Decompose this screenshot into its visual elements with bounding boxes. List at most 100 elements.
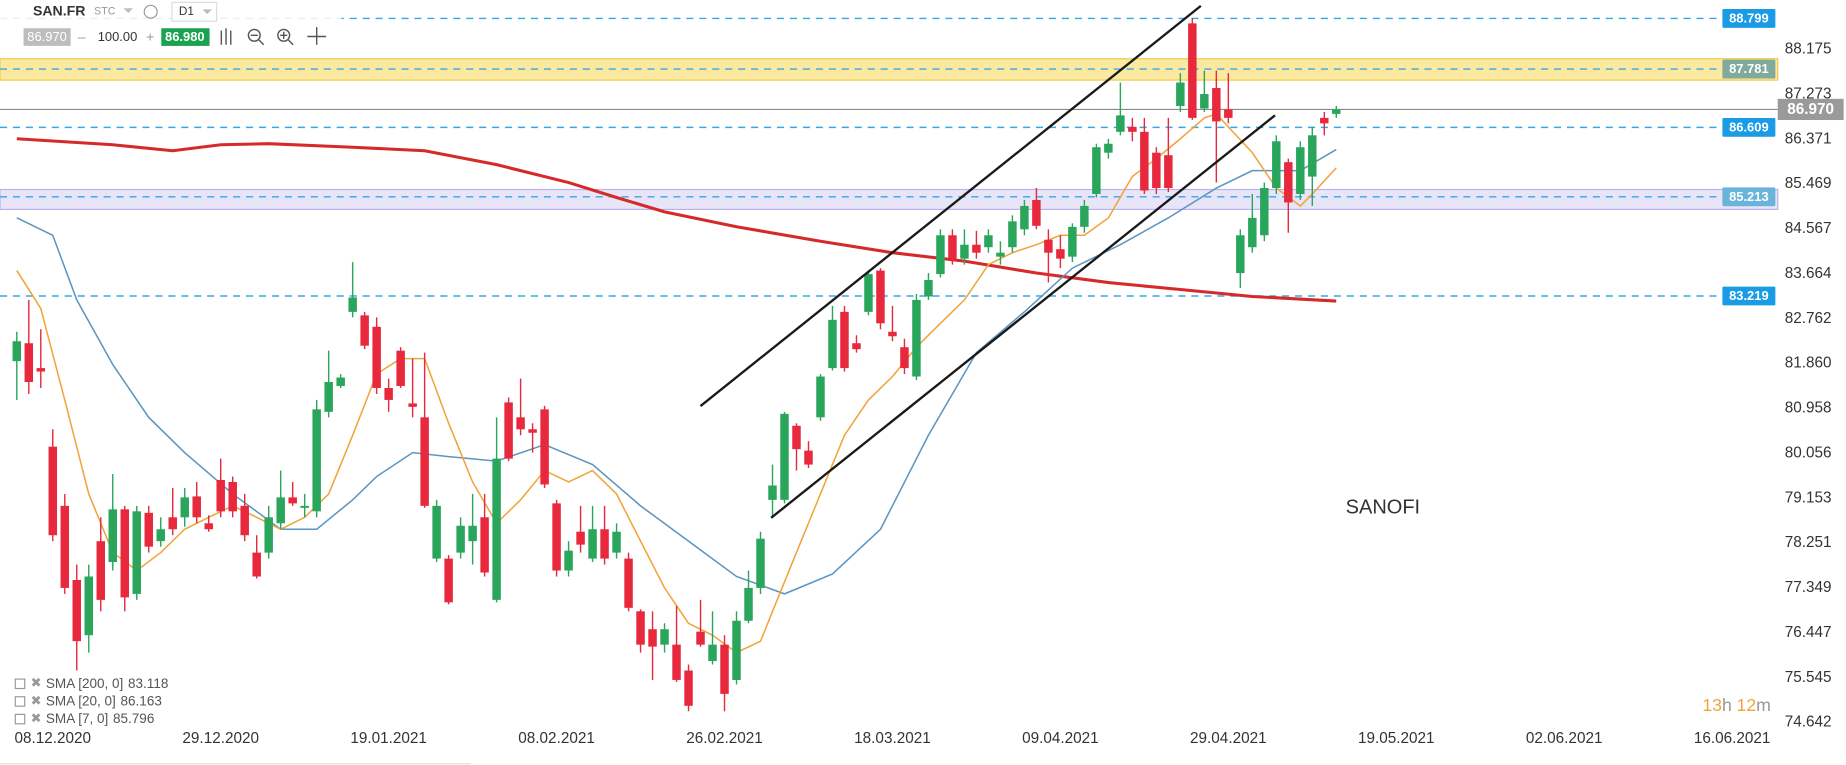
candle-body <box>624 558 633 608</box>
level-label-box <box>1722 286 1776 306</box>
candles-icon[interactable] <box>220 28 232 45</box>
candle-body <box>204 523 213 530</box>
timer: 13h 12m <box>1702 695 1770 715</box>
candle-body <box>72 579 82 642</box>
instrument-type[interactable]: STC <box>94 6 116 18</box>
candle-body <box>660 629 669 645</box>
candle-body <box>588 529 597 559</box>
candle-body <box>864 274 873 312</box>
candle-body <box>1272 141 1281 189</box>
info-icon[interactable] <box>143 4 158 19</box>
tool-icons[interactable] <box>220 27 327 46</box>
zoom-out-icon[interactable] <box>247 28 261 42</box>
candle-body <box>804 450 813 465</box>
candle-body <box>780 413 789 500</box>
candle-body <box>348 297 357 312</box>
level-label-box <box>1722 9 1776 28</box>
candle-body <box>84 576 94 636</box>
candle-body <box>708 644 717 662</box>
ask[interactable]: 86.980 <box>165 29 205 44</box>
timeframe[interactable]: D1 <box>179 5 194 18</box>
candle-body <box>552 503 561 571</box>
candle-body <box>48 446 58 536</box>
timeframe-box[interactable] <box>171 1 218 22</box>
zoom-in-icon[interactable] <box>277 28 291 42</box>
candle-body <box>1332 109 1341 114</box>
candle-body <box>1248 217 1257 248</box>
candle-body <box>876 270 885 324</box>
x-tick-label: 09.04.2021 <box>1022 730 1099 747</box>
y-tick-label: 86.371 <box>1785 130 1832 147</box>
candle-body <box>852 343 861 350</box>
volume[interactable]: 100.00 <box>98 29 138 44</box>
candle-body <box>1176 82 1185 106</box>
candle-body <box>216 479 225 512</box>
candle-body <box>120 509 129 598</box>
candle-body <box>972 244 981 253</box>
candle-body <box>600 529 609 559</box>
plus[interactable]: + <box>146 28 154 44</box>
levels: 88.799 87.781 86.609 85.213 83.219 <box>0 9 1778 306</box>
candle-body <box>1104 143 1113 153</box>
bid[interactable]: 86.970 <box>27 29 67 44</box>
candle-body <box>492 458 501 600</box>
x-tick-label: 08.02.2021 <box>518 730 595 747</box>
candle-body <box>636 611 645 645</box>
level-label: 86.609 <box>1729 119 1769 134</box>
candle-body <box>336 377 345 386</box>
candle-body <box>948 235 957 259</box>
candle-body <box>516 417 525 430</box>
candle-body <box>96 541 105 600</box>
candle-body <box>1212 88 1221 122</box>
candle-body <box>156 529 165 542</box>
legend-entry: SMA [200, 0] 83.118 <box>46 675 168 690</box>
legend-remove: ✖ <box>31 693 42 708</box>
x-tick-label: 19.05.2021 <box>1358 730 1435 747</box>
zoom-in-glyph <box>280 31 294 46</box>
y-tick-label: 80.958 <box>1785 400 1832 417</box>
candle-body <box>684 670 693 706</box>
candle-body <box>1068 226 1077 257</box>
candle-body <box>1092 147 1101 194</box>
y-tick-label: 75.545 <box>1785 669 1832 686</box>
candle-body <box>756 538 765 588</box>
ask-box[interactable] <box>161 28 210 46</box>
level-label: 85.213 <box>1729 189 1769 204</box>
y-tick-label: 84.567 <box>1785 220 1832 237</box>
move-icon[interactable] <box>307 27 327 45</box>
candle-body <box>1044 239 1053 253</box>
candle-body <box>696 631 705 645</box>
y-tick-label: 85.469 <box>1785 175 1832 192</box>
candle-body <box>108 509 117 563</box>
symbol: SAN.FR <box>33 3 86 19</box>
candle-body <box>1200 94 1209 109</box>
y-tick-label: 80.056 <box>1785 444 1832 461</box>
bid-box[interactable] <box>23 28 71 46</box>
candle-body <box>1284 162 1293 203</box>
sma-line <box>16 137 1337 303</box>
candle-body <box>1164 155 1173 189</box>
candle-body <box>1020 205 1029 230</box>
dropdown-arrow[interactable] <box>123 8 134 13</box>
level-label-box <box>1722 59 1776 79</box>
candle-body <box>1308 135 1317 177</box>
level-label-box <box>1722 187 1776 207</box>
dropdown-arrow[interactable] <box>202 9 212 15</box>
candle-body <box>996 252 1005 257</box>
candle-body <box>324 382 333 412</box>
candle-body <box>408 403 417 407</box>
candles <box>12 17 1341 712</box>
x-tick-label: 18.03.2021 <box>854 730 931 747</box>
candle-body <box>300 505 309 508</box>
candle-body <box>468 525 477 542</box>
x-tick-label: 08.12.2020 <box>14 730 91 747</box>
candle-body <box>504 402 513 459</box>
candle-body <box>612 531 621 553</box>
candle-body <box>312 409 321 512</box>
minus[interactable]: – <box>78 28 86 44</box>
level-label-box <box>1722 117 1776 137</box>
candle-body <box>720 644 729 694</box>
candle-body <box>1152 152 1161 189</box>
candle-body <box>1128 126 1137 132</box>
